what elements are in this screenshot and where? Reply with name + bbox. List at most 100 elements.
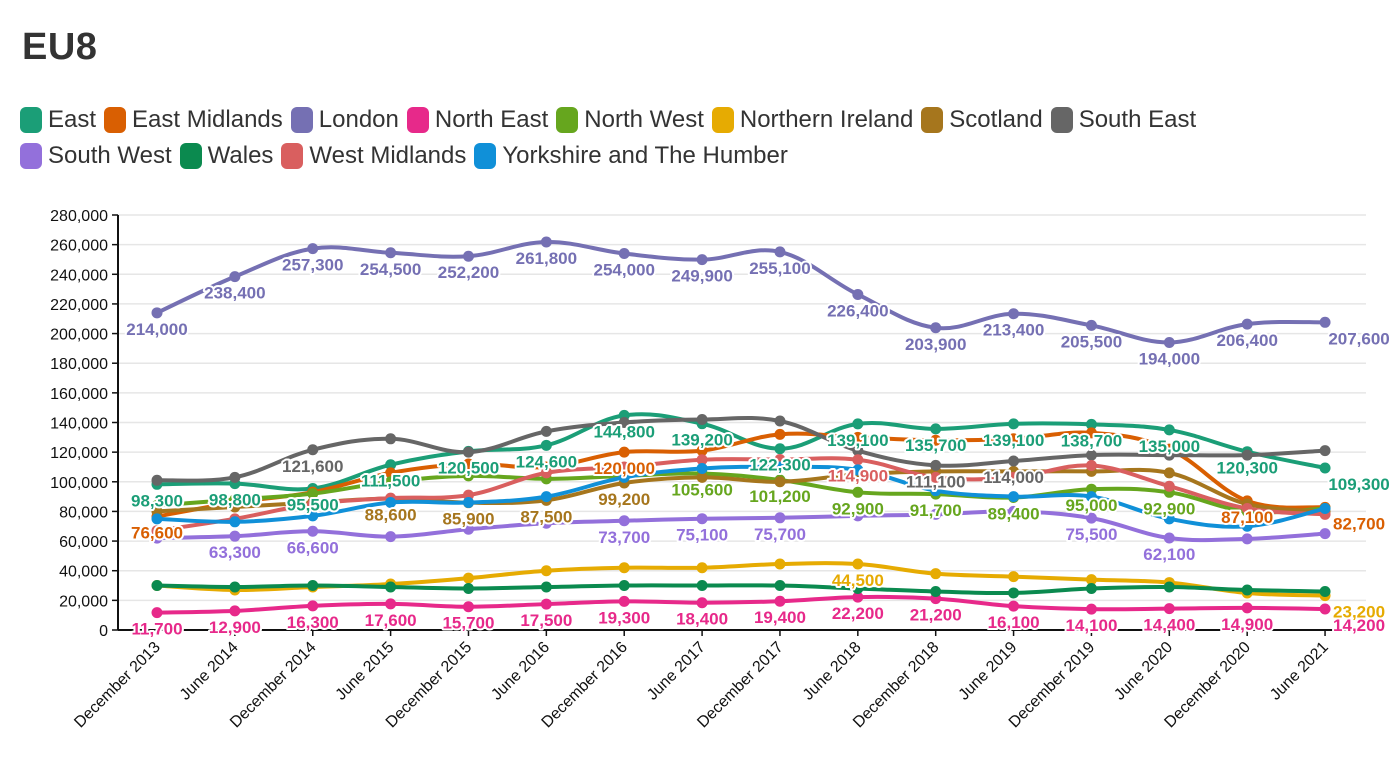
- data-point: [1163, 424, 1175, 436]
- data-point: [307, 488, 319, 500]
- legend-item-yorkshire-and-the-humber[interactable]: Yorkshire and The Humber: [474, 142, 788, 170]
- legend-swatch: [1050, 107, 1073, 133]
- series-line: [155, 583, 1328, 596]
- data-point: [1319, 585, 1331, 597]
- data-point: [307, 600, 319, 612]
- data-point: [1008, 600, 1020, 612]
- data-point: [540, 467, 552, 479]
- legend-label: Wales: [207, 142, 274, 169]
- data-label: 82,700: [1333, 514, 1385, 533]
- data-label: 226,400: [827, 301, 888, 320]
- y-tick-label: 140,000: [50, 416, 108, 433]
- x-tick-label: June 2018: [800, 639, 865, 704]
- data-label: 14,200: [1333, 616, 1385, 635]
- data-point: [385, 531, 397, 543]
- legend-item-west-midlands[interactable]: West Midlands: [281, 142, 466, 170]
- data-label: 120,000: [593, 459, 654, 478]
- data-point: [229, 581, 241, 593]
- series-line: [155, 416, 1328, 483]
- data-point: [618, 248, 630, 260]
- data-point: [1241, 520, 1253, 532]
- data-point: [540, 517, 552, 529]
- data-label: 111,500: [361, 472, 421, 491]
- data-label: 114,000: [983, 468, 1044, 487]
- data-point: [385, 598, 397, 610]
- data-label: 12,900: [209, 618, 261, 637]
- data-point: [696, 254, 708, 266]
- data-label: 139,100: [983, 431, 1044, 450]
- data-label: 14,400: [1143, 616, 1195, 635]
- data-point: [307, 444, 319, 456]
- data-point: [385, 467, 397, 479]
- data-point: [774, 512, 786, 524]
- data-point: [930, 423, 942, 435]
- data-label: 254,500: [360, 260, 421, 279]
- data-label: 206,400: [1216, 331, 1277, 350]
- series-line: [155, 430, 1328, 519]
- data-point: [462, 583, 474, 594]
- data-label: 14,100: [1065, 616, 1117, 635]
- legend-item-north-west[interactable]: North West: [556, 106, 704, 134]
- data-label: 76,600: [131, 523, 183, 542]
- legend-item-scotland[interactable]: Scotland: [921, 106, 1043, 134]
- legend-swatch: [281, 143, 304, 169]
- data-point: [852, 591, 864, 603]
- legend-item-northern-ireland[interactable]: Northern Ireland: [711, 106, 913, 134]
- data-point: [1163, 467, 1175, 479]
- data-point: [385, 476, 397, 488]
- series-london: [151, 236, 1331, 348]
- data-point: [462, 458, 474, 470]
- legend-item-south-west[interactable]: South West: [20, 142, 172, 170]
- y-tick-label: 180,000: [50, 356, 108, 373]
- legend-item-north-east[interactable]: North East: [406, 106, 548, 134]
- data-label: 122,300: [749, 456, 810, 475]
- data-point: [930, 485, 942, 497]
- data-label: 87,500: [520, 507, 572, 526]
- y-tick-label: 160,000: [50, 386, 108, 403]
- data-label: 249,900: [671, 267, 732, 286]
- x-tick-label: June 2020: [1111, 639, 1176, 704]
- legend-label: West Midlands: [309, 142, 467, 169]
- data-point: [1008, 471, 1020, 483]
- data-point: [774, 246, 786, 258]
- data-point: [385, 433, 397, 445]
- legend-item-east-midlands[interactable]: East Midlands: [104, 106, 283, 134]
- data-point: [229, 501, 241, 513]
- data-point: [540, 565, 552, 577]
- data-label: 92,900: [832, 499, 884, 518]
- y-tick-label: 240,000: [50, 267, 108, 284]
- legend-item-south-east[interactable]: South East: [1050, 106, 1196, 134]
- series-north-east: [151, 591, 1331, 619]
- data-point: [307, 580, 319, 592]
- series-line: [155, 561, 1328, 598]
- series-line: [155, 412, 1328, 492]
- y-tick-label: 0: [99, 623, 108, 640]
- y-tick-label: 100,000: [50, 475, 108, 492]
- series-south-west: [151, 505, 1331, 545]
- data-label: 257,300: [282, 256, 343, 275]
- data-point: [852, 464, 864, 476]
- data-point: [1319, 502, 1331, 514]
- data-label: 87,100: [1221, 508, 1273, 527]
- y-tick-label: 80,000: [59, 504, 108, 521]
- data-point: [1241, 449, 1253, 461]
- data-label: 66,600: [287, 538, 339, 557]
- data-label: 91,700: [910, 501, 962, 520]
- data-point: [1163, 603, 1175, 615]
- data-label: 214,000: [126, 320, 187, 339]
- data-label: 19,400: [754, 608, 806, 627]
- data-label: 261,800: [516, 249, 577, 268]
- x-tick-label: June 2015: [333, 639, 398, 704]
- data-point: [774, 415, 786, 427]
- legend-item-wales[interactable]: Wales: [179, 142, 274, 170]
- data-point: [1008, 587, 1020, 599]
- legend-item-east[interactable]: East: [20, 106, 96, 134]
- legend-swatch: [20, 143, 42, 169]
- legend-item-london[interactable]: London: [290, 106, 399, 134]
- data-label: 205,500: [1061, 332, 1122, 351]
- data-point: [462, 446, 474, 458]
- chart-title: EU8: [22, 26, 98, 68]
- data-label: 15,700: [442, 614, 494, 633]
- legend-label: London: [318, 106, 399, 133]
- data-point: [1085, 583, 1097, 594]
